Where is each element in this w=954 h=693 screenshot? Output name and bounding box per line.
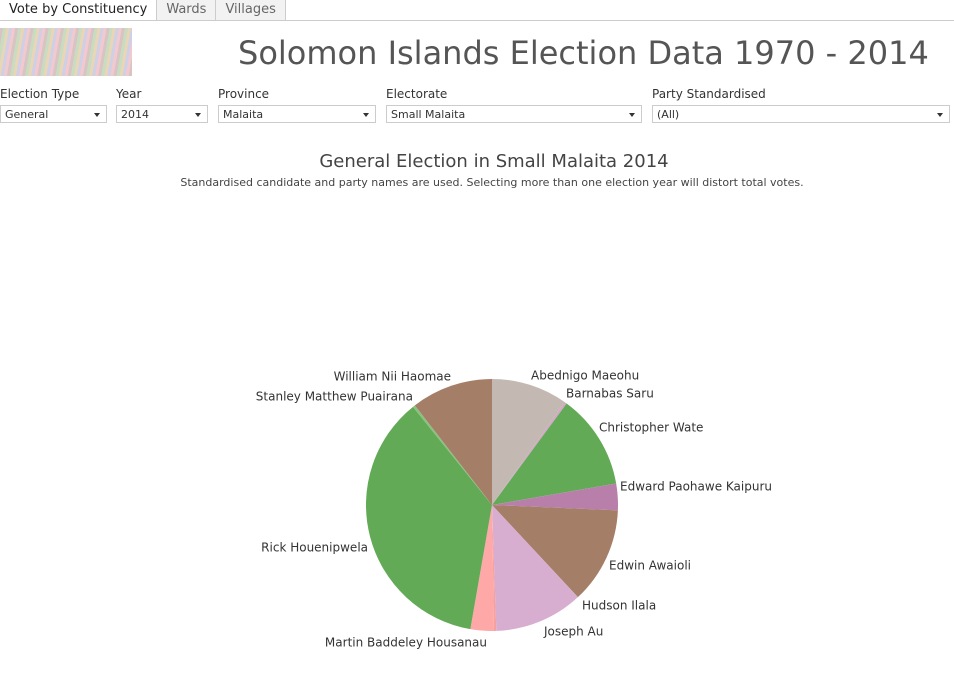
pie-slice bbox=[492, 483, 618, 511]
filter-dropdown[interactable]: (All) bbox=[652, 105, 950, 123]
slice-label: Abednigo Maeohu bbox=[531, 369, 639, 383]
slice-label: Christopher Wate bbox=[599, 421, 703, 435]
slice-label: Edward Paohawe Kaipuru bbox=[620, 480, 772, 494]
pie-slice bbox=[414, 379, 492, 505]
tab-bar: Vote by Constituency Wards Villages bbox=[0, 0, 954, 21]
pie-slice bbox=[412, 405, 492, 505]
slice-label: Stanley Matthew Puairana bbox=[256, 390, 413, 404]
chart-subtitle: Standardised candidate and party names a… bbox=[180, 176, 803, 189]
tab[interactable]: Villages bbox=[216, 0, 286, 20]
slice-label: Edwin Awaioli bbox=[609, 559, 691, 573]
pie-slice bbox=[366, 406, 492, 630]
page-title: Solomon Islands Election Data 1970 - 201… bbox=[238, 34, 929, 72]
pie-slice bbox=[470, 505, 494, 631]
filter-label: Province bbox=[218, 87, 270, 101]
filter-label: Election Type bbox=[0, 87, 80, 101]
tab[interactable]: Vote by Constituency bbox=[0, 0, 158, 20]
pie-slice bbox=[492, 403, 617, 505]
filter-label: Electorate bbox=[386, 87, 448, 101]
slice-label: Rick Houenipwela bbox=[261, 541, 368, 555]
filter-dropdown[interactable]: 2014 bbox=[116, 105, 208, 123]
slice-label: Joseph Au bbox=[543, 625, 603, 639]
slice-label: Hudson Ilala bbox=[582, 599, 656, 613]
pie-slice bbox=[492, 402, 567, 505]
pie-slice bbox=[492, 505, 497, 631]
chart-title: General Election in Small Malaita 2014 bbox=[319, 151, 668, 172]
filter-label: Year bbox=[116, 87, 142, 101]
pie-slice bbox=[492, 505, 578, 631]
filter-dropdown[interactable]: Small Malaita bbox=[386, 105, 642, 123]
slice-label: William Nii Haomae bbox=[334, 370, 451, 384]
slice-label: Barnabas Saru bbox=[566, 387, 654, 401]
slice-label: Martin Baddeley Housanau bbox=[325, 636, 487, 650]
banner-image bbox=[0, 28, 132, 76]
tab[interactable]: Wards bbox=[157, 0, 217, 20]
filter-dropdown[interactable]: General bbox=[0, 105, 107, 123]
filter-dropdown[interactable]: Malaita bbox=[218, 105, 376, 123]
filter-label: Party Standardised bbox=[652, 87, 766, 101]
pie-slice bbox=[492, 505, 618, 598]
pie-slice bbox=[492, 379, 565, 505]
